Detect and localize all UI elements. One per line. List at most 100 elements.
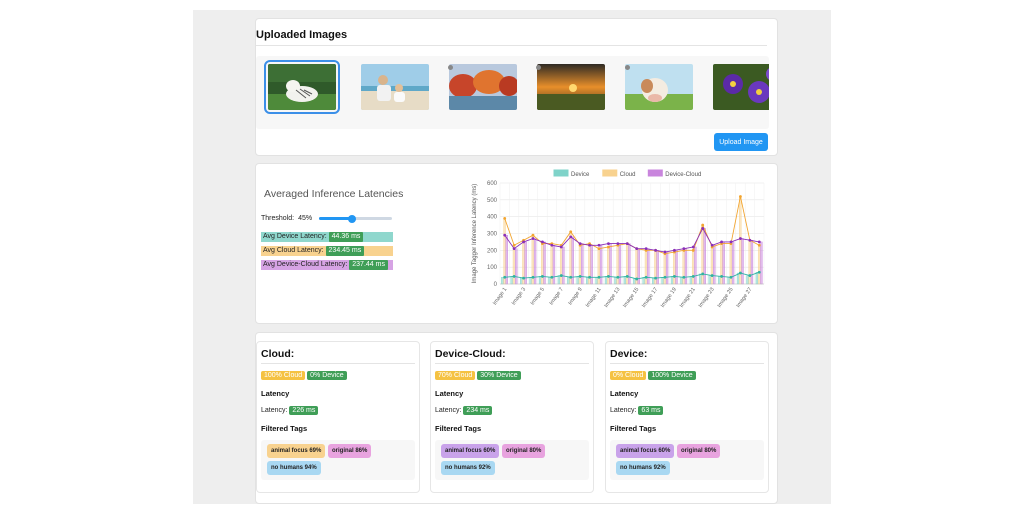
tag-chip: no humans 92% [616,461,670,475]
bar-device [680,277,683,285]
bar-device-cloud [628,243,631,285]
y-tick-label: 600 [487,181,498,187]
data-point [541,275,544,278]
thumbnail-sunset-field[interactable] [537,64,605,110]
data-point [701,223,705,227]
tag-chip: animal focus 69% [267,444,326,458]
tag-list: animal focus 60% original 80% no humans … [435,440,589,480]
bar-device-cloud [694,246,697,285]
thumbnail-pansies[interactable] [713,64,769,110]
data-point [522,276,525,280]
data-point [739,237,742,240]
bar-device-cloud [741,238,744,285]
data-point [607,242,610,245]
thumbnail-autumn-lake[interactable] [449,64,517,110]
data-point [710,274,714,277]
data-point [531,233,535,237]
bar-device-cloud [609,243,612,285]
data-point [522,240,525,244]
bar-cloud [541,243,544,285]
thumbnail-beach-family[interactable] [361,64,429,110]
data-point [757,240,761,244]
upload-image-button[interactable]: Upload Image [714,133,768,151]
tag-chip: animal focus 60% [616,444,675,458]
data-point [748,274,752,277]
bar-device [652,277,655,285]
data-point [729,240,733,244]
data-point [739,271,742,275]
x-tick-label: Image 25 [717,287,735,309]
data-point [748,238,752,242]
bar-device-cloud [684,248,688,285]
result-panel: Device: 0% Cloud 100% Device Latency Lat… [605,341,769,493]
data-point [673,275,676,278]
bar-device [548,277,551,285]
threshold-label: Threshold: [261,215,295,222]
x-tick-label: Image 11 [585,287,603,309]
thumbnail-tiger[interactable] [264,60,340,114]
data-point [644,247,648,251]
x-tick-label: Image 19 [660,287,678,309]
bar-cloud [682,250,685,285]
bar-device [633,278,636,285]
data-point [569,275,573,279]
avg-device-value: 44.36 ms [328,232,364,242]
bar-device-cloud [562,246,565,285]
y-tick-label: 300 [487,232,498,238]
data-point [559,274,563,277]
bar-device [623,276,627,285]
x-tick-label: Image 17 [641,287,659,309]
threshold-slider-handle[interactable] [347,214,356,223]
bar-device [529,277,532,285]
bar-device-cloud [731,241,735,285]
result-title: Device-Cloud: [435,348,506,360]
data-point [635,247,639,251]
data-point [541,240,544,244]
avg-device-label: Avg Device Latency: [263,233,327,240]
bar-cloud [739,196,742,285]
data-point [550,275,554,279]
tag-chip: original 80% [502,444,546,458]
split-badges: 100% Cloud 0% Device [261,371,347,380]
avg-device-latency: Avg Device Latency: 44.36 ms [261,232,393,242]
bar-device [642,277,645,285]
data-point [588,275,591,279]
data-point [616,275,620,279]
data-point [625,275,629,278]
bar-cloud [512,245,516,285]
data-point [503,275,507,279]
data-point [682,247,686,251]
data-point [569,235,573,239]
bar-device-cloud [515,248,518,285]
data-point [550,243,554,247]
data-point [729,275,733,279]
bar-cloud [597,248,601,285]
y-tick-label: 400 [487,215,498,221]
bar-device-cloud [552,245,556,285]
data-point [597,247,601,251]
bar-device [708,275,711,285]
device-share-badge: 0% Device [307,371,347,380]
x-tick-label: Image 27 [735,287,753,309]
tag-list: animal focus 69% original 86% no humans … [261,440,415,480]
data-point [663,250,667,254]
bar-device [727,277,730,285]
bar-cloud [710,246,714,285]
latency-value: 226 ms [289,406,319,415]
x-tick-label: Image 1 [492,287,508,307]
tag-chip: original 80% [677,444,721,458]
data-point [757,270,761,274]
latency-card: Averaged Inference Latencies Threshold: … [255,163,778,324]
thumbnail-cow[interactable] [625,64,693,110]
cloud-share-badge: 100% Cloud [261,371,306,380]
avg-device-cloud-label: Avg Device-Cloud Latency: [263,261,348,268]
thumbnail-strip[interactable] [256,56,769,129]
cloud-share-badge: 70% Cloud [435,371,476,380]
latency-heading: Latency [610,389,639,398]
x-tick-label: Image 5 [530,287,546,307]
avg-device-cloud-latency: Avg Device-Cloud Latency: 237.44 ms [261,260,393,270]
result-panel: Cloud: 100% Cloud 0% Device Latency Late… [256,341,420,493]
bar-device-cloud [703,228,706,285]
latency-heading: Latency [435,389,464,398]
threshold-slider[interactable] [319,214,393,223]
